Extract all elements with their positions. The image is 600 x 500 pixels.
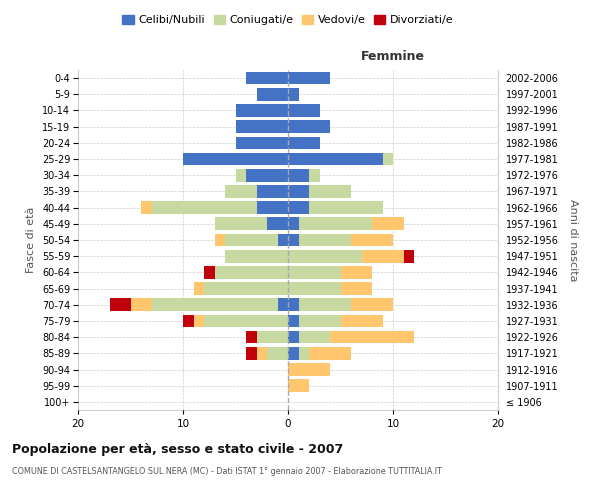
Legend: Celibi/Nubili, Coniugati/e, Vedovi/e, Divorziati/e: Celibi/Nubili, Coniugati/e, Vedovi/e, Di… — [118, 10, 458, 30]
Bar — [246, 72, 288, 85]
Bar — [204, 282, 288, 295]
Bar — [246, 169, 288, 181]
Bar — [330, 331, 414, 344]
Bar — [288, 136, 320, 149]
Bar — [361, 250, 404, 262]
Bar — [257, 331, 288, 344]
Bar — [130, 298, 151, 311]
Bar — [299, 218, 372, 230]
Bar — [235, 169, 246, 181]
Bar — [215, 266, 288, 278]
Bar — [288, 185, 309, 198]
Bar — [299, 314, 341, 328]
Bar — [288, 234, 299, 246]
Bar — [204, 314, 288, 328]
Bar — [288, 363, 330, 376]
Bar — [288, 347, 299, 360]
Bar — [383, 152, 393, 166]
Bar — [288, 331, 299, 344]
Bar — [309, 347, 351, 360]
Bar — [288, 282, 341, 295]
Text: Femmine: Femmine — [361, 50, 425, 63]
Bar — [288, 380, 309, 392]
Bar — [151, 298, 277, 311]
Bar — [288, 250, 361, 262]
Y-axis label: Fasce di età: Fasce di età — [26, 207, 37, 273]
Bar — [225, 250, 288, 262]
Bar — [204, 266, 215, 278]
Bar — [299, 298, 351, 311]
Bar — [341, 266, 372, 278]
Bar — [267, 347, 288, 360]
Bar — [141, 202, 151, 214]
Bar — [341, 282, 372, 295]
Bar — [288, 218, 299, 230]
Bar — [288, 266, 341, 278]
Bar — [267, 218, 288, 230]
Bar — [309, 202, 383, 214]
Bar — [309, 185, 351, 198]
Bar — [404, 250, 414, 262]
Bar — [246, 331, 257, 344]
Bar — [151, 202, 257, 214]
Bar — [299, 347, 309, 360]
Bar — [225, 185, 257, 198]
Bar — [288, 72, 330, 85]
Bar — [288, 120, 330, 133]
Bar — [257, 202, 288, 214]
Bar — [235, 120, 288, 133]
Bar — [235, 104, 288, 117]
Bar — [288, 88, 299, 101]
Bar — [341, 314, 383, 328]
Bar — [183, 152, 288, 166]
Bar — [193, 314, 204, 328]
Bar — [351, 234, 393, 246]
Bar — [183, 314, 193, 328]
Text: Popolazione per età, sesso e stato civile - 2007: Popolazione per età, sesso e stato civil… — [12, 442, 343, 456]
Bar — [277, 234, 288, 246]
Bar — [288, 104, 320, 117]
Bar — [288, 169, 309, 181]
Bar — [215, 234, 225, 246]
Bar — [277, 298, 288, 311]
Bar — [288, 314, 299, 328]
Bar — [299, 234, 351, 246]
Y-axis label: Anni di nascita: Anni di nascita — [568, 198, 578, 281]
Bar — [193, 282, 204, 295]
Bar — [288, 202, 309, 214]
Bar — [288, 298, 299, 311]
Bar — [109, 298, 130, 311]
Bar — [225, 234, 277, 246]
Bar — [299, 331, 330, 344]
Bar — [372, 218, 404, 230]
Bar — [351, 298, 393, 311]
Bar — [309, 169, 320, 181]
Bar — [257, 88, 288, 101]
Bar — [235, 136, 288, 149]
Bar — [257, 185, 288, 198]
Bar — [288, 152, 383, 166]
Text: COMUNE DI CASTELSANTANGELO SUL NERA (MC) - Dati ISTAT 1° gennaio 2007 - Elaboraz: COMUNE DI CASTELSANTANGELO SUL NERA (MC)… — [12, 468, 442, 476]
Bar — [257, 347, 267, 360]
Bar — [215, 218, 267, 230]
Bar — [246, 347, 257, 360]
